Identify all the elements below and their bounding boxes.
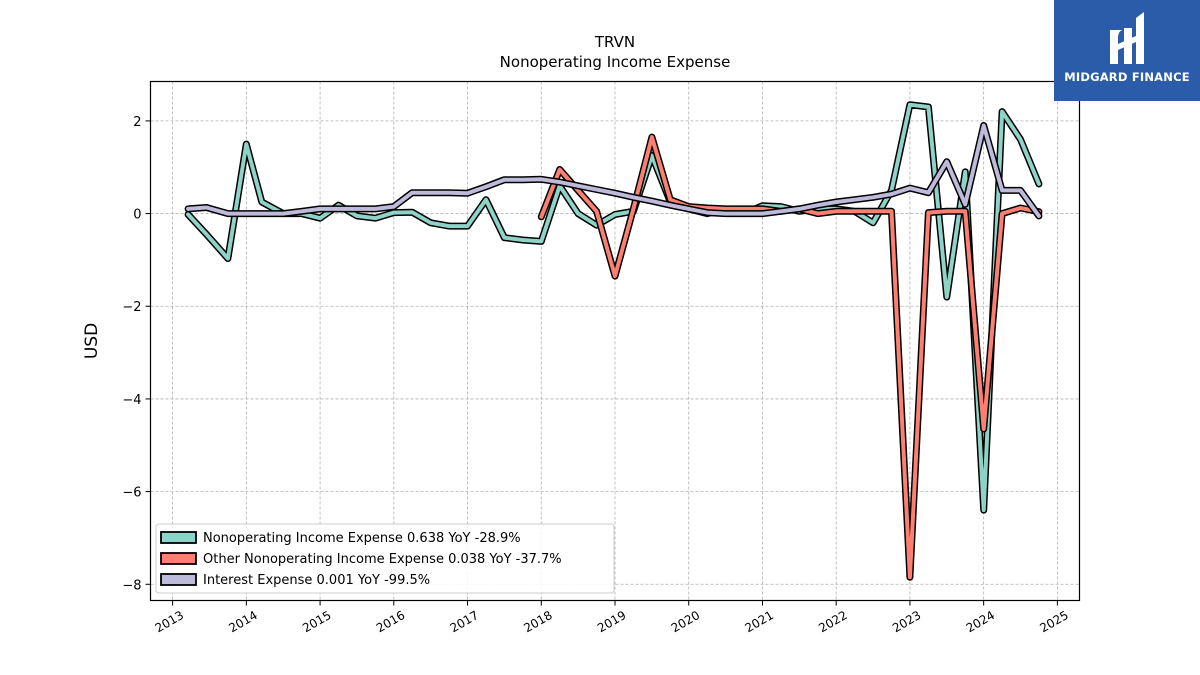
y-tick-label: −2 [122,300,141,315]
x-tick-label: 2024 [964,608,997,635]
legend-swatch [160,531,197,544]
chart-title: TRVN [594,33,635,51]
x-tick-label: 2018 [521,608,554,635]
series-line [186,123,1041,218]
legend-swatch [160,573,197,586]
y-tick-label: −4 [122,393,141,408]
y-tick-label: 2 [133,115,141,130]
legend-box [155,523,615,594]
x-tick-label: 2020 [669,608,702,635]
y-axis-label: USD [82,323,102,359]
legend-swatch [160,552,197,565]
x-tick-label: 2025 [1037,608,1070,635]
series-1 [184,101,1043,514]
grid-lines [150,81,1080,601]
x-tick-label: 2023 [890,608,923,635]
logo-mark-icon [1110,12,1144,64]
logo-name: MIDGARD FINANCE [1064,70,1190,84]
legend-label: Interest Expense 0.001 YoY -99.5% [203,573,430,588]
y-tick-label: −6 [122,486,141,501]
series-line-outline [184,101,1043,514]
x-tick-label: 2017 [448,608,481,635]
y-tick-label: 0 [133,208,141,223]
legend: Nonoperating Income Expense 0.638 YoY -2… [155,523,615,594]
x-tick-label: 2013 [153,608,186,635]
y-tick-label: −8 [122,578,141,593]
x-tick-label: 2021 [743,608,776,635]
x-axis-ticks: 2013 2014 2015 2016 2017 2018 2019 2020 2021 2022… [153,600,1071,635]
series-lines [184,101,1043,581]
series-line [186,102,1041,513]
series-3 [184,122,1043,220]
y-axis-ticks: 2 0 −2 −4 −6 −8 [122,115,151,593]
legend-label: Other Nonoperating Income Expense 0.038 … [203,552,562,567]
series-line-outline [184,122,1043,220]
x-tick-label: 2014 [226,608,259,635]
midgard-finance-logo: MIDGARD FINANCE [1054,0,1200,101]
x-tick-label: 2015 [300,608,333,635]
legend-label: Nonoperating Income Expense 0.638 YoY -2… [203,531,521,546]
chart-subtitle: Nonoperating Income Expense [500,53,731,71]
x-tick-label: 2016 [374,608,407,635]
x-tick-label: 2022 [816,608,849,635]
x-tick-label: 2019 [595,608,628,635]
